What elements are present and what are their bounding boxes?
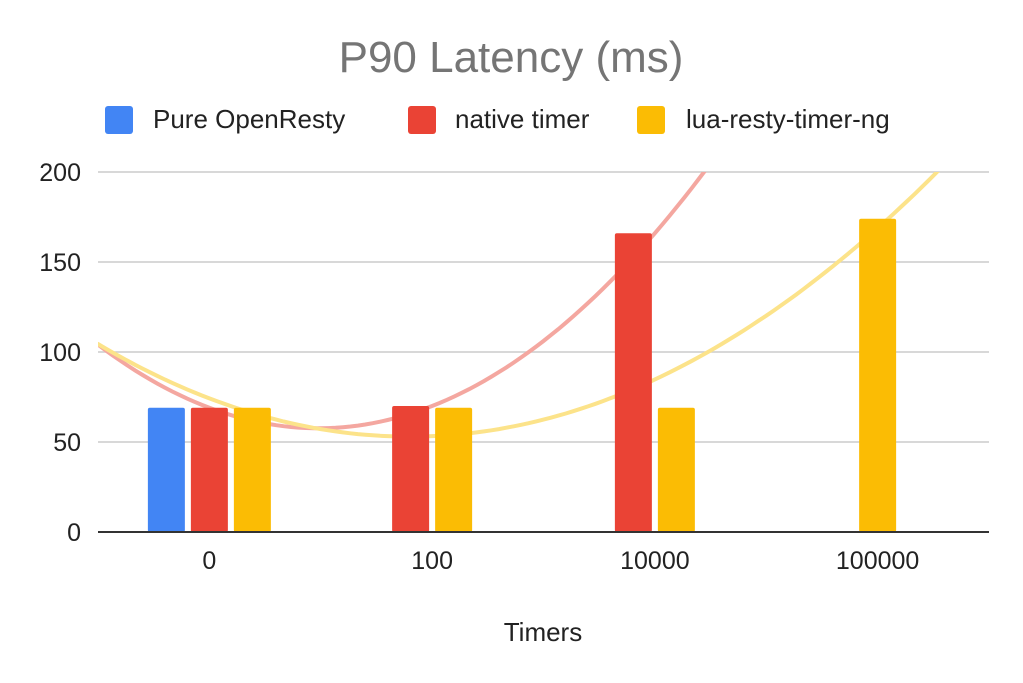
legend-label-pure-openresty: Pure OpenResty	[153, 104, 345, 134]
bar-lua-resty-timer-ng-0[interactable]	[233, 407, 271, 532]
y-tick-label: 200	[39, 159, 81, 187]
x-tick-label: 0	[202, 547, 216, 575]
x-tick-label: 100000	[836, 547, 919, 575]
bar-native-timer-10000[interactable]	[614, 233, 652, 532]
chart-title: P90 Latency (ms)	[339, 33, 684, 82]
bar-pure-openresty-0[interactable]	[147, 407, 185, 532]
bar-lua-resty-timer-ng-10000[interactable]	[657, 407, 695, 532]
legend-swatch-native-timer	[408, 106, 436, 134]
y-tick-label: 0	[67, 519, 81, 547]
legend-swatch-pure-openresty	[105, 106, 133, 134]
legend-swatch-lua-resty-timer-ng	[637, 106, 665, 134]
legend-label-lua-resty-timer-ng: lua-resty-timer-ng	[686, 104, 890, 134]
y-tick-label: 100	[39, 339, 81, 367]
bar-native-timer-100[interactable]	[392, 406, 430, 532]
x-axis-title: Timers	[504, 617, 582, 647]
y-tick-label: 150	[39, 249, 81, 277]
bar-native-timer-0[interactable]	[190, 407, 228, 532]
bar-lua-resty-timer-ng-100[interactable]	[435, 407, 473, 532]
legend-item-pure-openresty[interactable]: Pure OpenResty	[105, 104, 345, 134]
bars	[147, 218, 897, 533]
x-axis-ticks: 0 100 10000 100000	[202, 547, 919, 575]
bar-lua-resty-timer-ng-100000[interactable]	[859, 218, 897, 533]
x-tick-label: 100	[411, 547, 453, 575]
x-tick-label: 10000	[620, 547, 690, 575]
legend: Pure OpenResty native timer lua-resty-ti…	[105, 104, 890, 134]
legend-label-native-timer: native timer	[455, 104, 590, 134]
y-tick-label: 50	[53, 429, 81, 457]
legend-item-lua-resty-timer-ng[interactable]: lua-resty-timer-ng	[637, 104, 890, 134]
legend-item-native-timer[interactable]: native timer	[408, 104, 590, 134]
y-axis-ticks: 0 50 100 150 200	[39, 159, 81, 547]
gridlines	[98, 171, 989, 443]
trendline-lua-resty-timer-ng	[98, 172, 940, 439]
